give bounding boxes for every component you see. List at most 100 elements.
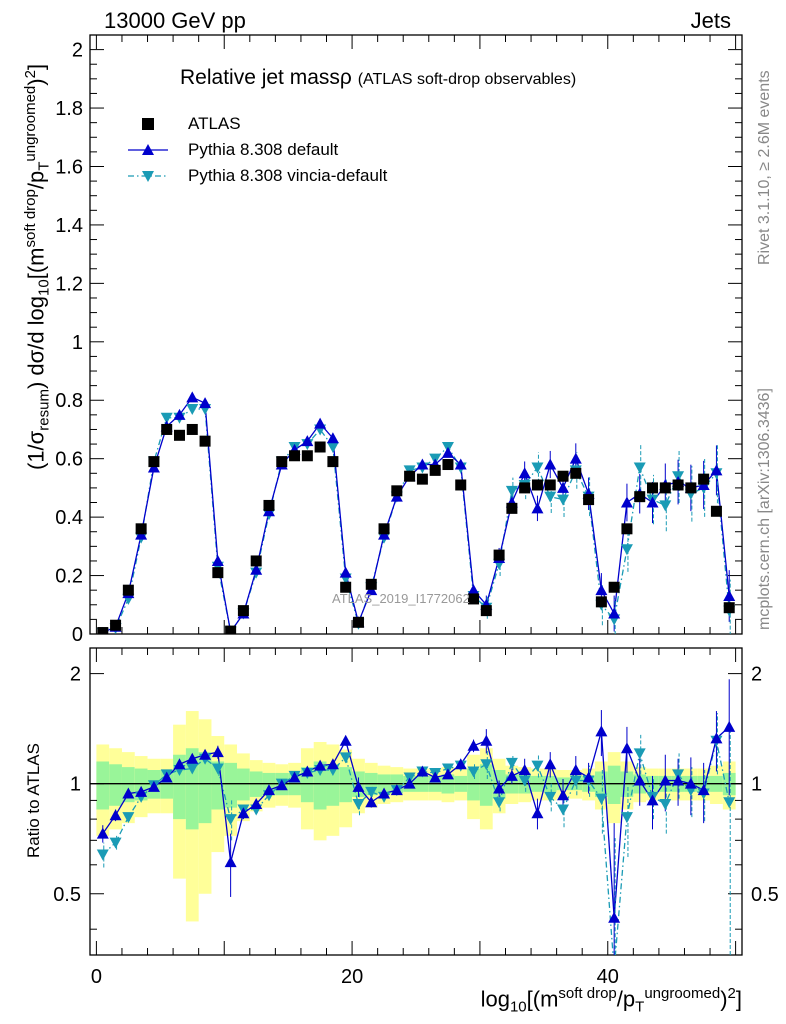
- point-atlas-17: [314, 441, 326, 453]
- ratio-point-vincia-34: [531, 760, 544, 772]
- ratio-point-default-13: [262, 784, 275, 796]
- band-inner-18: [326, 764, 340, 806]
- ratio-point-vincia-36: [557, 804, 570, 816]
- ratio-point-default-20: [352, 780, 365, 792]
- ratio-point-default-24: [403, 777, 416, 789]
- ratio-point-default-1: [109, 809, 122, 821]
- ratio-xtick-label-2: 40: [597, 966, 619, 988]
- ratio-point-default-4: [147, 780, 160, 792]
- ratio-point-default-12: [250, 797, 263, 809]
- chart-title: Relative jet massρ (ATLAS soft-drop obse…: [180, 66, 576, 90]
- point-default-49: [723, 590, 736, 602]
- ratio-point-default-18: [326, 758, 339, 770]
- ratio-point-vincia-31: [493, 797, 506, 809]
- point-atlas-3: [135, 523, 147, 535]
- point-atlas-42: [634, 491, 646, 503]
- point-atlas-23: [391, 485, 403, 497]
- legend-label-default: Pythia 8.308 default: [188, 140, 339, 159]
- point-atlas-29: [468, 593, 480, 605]
- ratio-point-vincia-30: [480, 759, 493, 771]
- point-atlas-38: [583, 494, 595, 506]
- point-atlas-1: [110, 619, 122, 631]
- chart-title-main: Relative jet massρ: [180, 66, 352, 89]
- ratio-point-default-42: [633, 774, 646, 786]
- ratio-point-default-36: [557, 789, 570, 801]
- energy-label: 13000 GeV pp: [104, 8, 246, 33]
- ratio-point-vincia-33: [518, 775, 531, 787]
- ratio-xtick-label-1: 20: [341, 966, 363, 988]
- ratio-point-vincia-1: [109, 837, 122, 849]
- point-vincia-32: [505, 485, 518, 497]
- band-inner-8: [198, 752, 212, 824]
- point-default-39: [595, 584, 608, 596]
- point-atlas-45: [672, 479, 684, 491]
- main-ytick-label-10: 2: [72, 40, 83, 62]
- point-atlas-13: [263, 499, 275, 511]
- point-vincia-5: [160, 412, 173, 424]
- ratio-ytick-label-left-2: 2: [70, 664, 81, 686]
- main-ytick-label-8: 1.6: [55, 156, 83, 178]
- point-atlas-2: [122, 584, 134, 596]
- point-default-40: [608, 607, 621, 619]
- ratio-point-vincia-44: [659, 798, 672, 810]
- point-default-18: [326, 432, 339, 444]
- ratio-point-default-2: [122, 787, 135, 799]
- band-inner-6: [173, 754, 186, 820]
- ratio-point-default-34: [531, 807, 544, 819]
- point-atlas-48: [710, 505, 722, 517]
- point-vincia-7: [186, 404, 199, 416]
- ratio-point-default-49: [723, 720, 736, 732]
- ratio-point-vincia-10: [224, 814, 237, 826]
- point-atlas-46: [685, 482, 697, 494]
- ratio-point-default-38: [582, 771, 595, 783]
- ratio-point-default-19: [339, 734, 352, 746]
- point-atlas-36: [557, 470, 569, 482]
- band-inner-17: [313, 761, 327, 810]
- point-atlas-47: [698, 473, 710, 485]
- ratio-point-default-15: [288, 771, 301, 783]
- point-atlas-5: [161, 423, 173, 435]
- main-ytick-label-6: 1.2: [55, 273, 83, 295]
- legend-label-vincia: Pythia 8.308 vincia-default: [188, 166, 388, 185]
- ratio-point-default-22: [378, 787, 391, 799]
- point-default-29: [467, 584, 480, 596]
- ratio-point-default-16: [301, 765, 314, 777]
- point-default-37: [569, 452, 582, 464]
- point-vincia-18: [326, 441, 339, 453]
- ratio-point-default-8: [199, 748, 212, 760]
- point-atlas-30: [480, 605, 492, 617]
- point-atlas-44: [659, 482, 671, 494]
- point-atlas-39: [595, 596, 607, 608]
- point-atlas-28: [455, 479, 467, 491]
- point-atlas-22: [378, 523, 390, 535]
- ratio-point-default-29: [467, 739, 480, 751]
- ratio-ytick-label-right-0: 0.5: [751, 884, 779, 906]
- rivet-version-label: Rivet 3.1.10, ≥ 2.6M events: [756, 70, 773, 265]
- chart-title-sub: (ATLAS soft-drop observables): [357, 71, 577, 88]
- ratio-point-default-11: [237, 807, 250, 819]
- ratio-point-default-32: [505, 769, 518, 781]
- ratio-bands: [96, 711, 736, 922]
- point-default-34: [531, 502, 544, 514]
- point-atlas-16: [301, 450, 313, 462]
- ratio-point-default-31: [493, 782, 506, 794]
- point-default-12: [250, 563, 263, 575]
- main-frame: [89, 34, 743, 635]
- ratio-point-vincia-9: [211, 763, 224, 775]
- main-ytick-label-3: 0.6: [55, 449, 83, 471]
- ratio-point-default-37: [569, 763, 582, 775]
- ratio-point-vincia-2: [122, 812, 135, 824]
- point-atlas-31: [493, 549, 505, 561]
- band-inner-10: [224, 762, 238, 808]
- ratio-point-vincia-0: [96, 849, 109, 861]
- point-atlas-0: [97, 627, 109, 634]
- point-default-43: [646, 496, 659, 508]
- ratio-ytick-label-right-2: 2: [751, 664, 762, 686]
- band-inner-40: [607, 765, 621, 804]
- point-atlas-37: [570, 467, 582, 479]
- band-inner-9: [211, 761, 225, 810]
- point-atlas-6: [173, 429, 185, 441]
- ratio-point-default-48: [710, 732, 723, 744]
- ratio-point-default-10: [224, 856, 237, 868]
- main-ytick-label-7: 1.4: [55, 215, 83, 237]
